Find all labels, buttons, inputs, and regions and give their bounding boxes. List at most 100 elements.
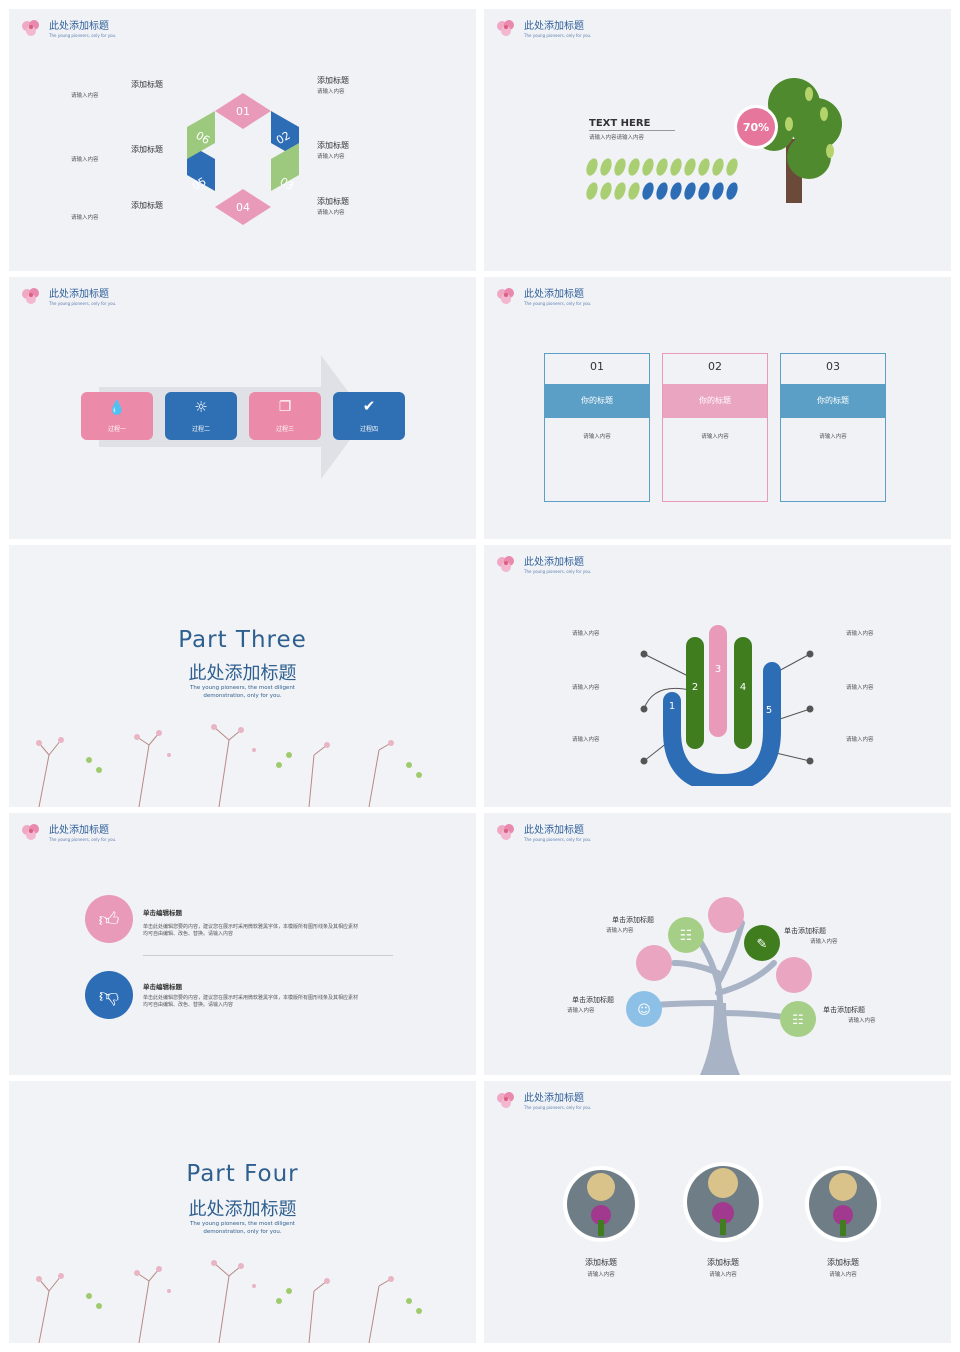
leaf-mark	[600, 182, 612, 200]
hand-left-label-3: 请输入内容	[572, 737, 600, 743]
thumbs-down-icon: 👎︎	[85, 971, 133, 1019]
leaf-mark	[684, 158, 696, 176]
card-desc-2: 请输入内容	[701, 434, 729, 440]
slide-title: 此处添加标题	[524, 289, 584, 300]
finger-number-1: 1	[669, 701, 675, 712]
photo-title-3: 添加标题	[827, 1258, 859, 1267]
flower-logo-icon	[22, 20, 39, 36]
slide-hand-diagram: 此处添加标题 The young pioneers, only for you.…	[484, 545, 951, 807]
left-desc-2: 请输入内容	[71, 157, 99, 163]
item-desc-2a: 单击此处编辑您要的内容，建议您在展示时采用微软雅黑字体，本模版所有图形线条及其相…	[143, 995, 359, 1001]
part-heading: Part Three	[178, 627, 307, 653]
step-box-4: ✔ 过程四	[333, 392, 405, 440]
slide-tree-leaves: 此处添加标题 The young pioneers, only for you.…	[484, 9, 951, 271]
leaf-mark	[628, 182, 640, 200]
slide-icon-tree: 此处添加标题 The young pioneers, only for you.…	[484, 813, 951, 1075]
right-title-3: 添加标题	[317, 197, 349, 206]
slide-title: 此处添加标题	[49, 825, 109, 836]
hex-number-06: 06	[193, 129, 212, 147]
step-box-3: ❐ 过程三	[249, 392, 321, 440]
tree-leaf-graphic: 70%	[586, 78, 842, 203]
part-desc-line2: demonstration, only for you.	[203, 1229, 282, 1235]
text-here-heading: TEXT HERE	[589, 118, 651, 129]
tree-label-desc-4: 请输入内容	[848, 1018, 876, 1024]
leaf-mark	[726, 182, 738, 200]
card-number-2: 02	[708, 360, 722, 373]
card-number-1: 01	[590, 360, 604, 373]
tree-label-title-4: 单击添加标题	[823, 1006, 865, 1014]
flower-logo-icon	[497, 556, 514, 572]
part-title: 此处添加标题	[188, 663, 297, 684]
step-label-2: 过程二	[191, 426, 210, 433]
icon-tree-graphic: ☷ ✎ ☺ ☷	[626, 897, 816, 1075]
tree-label-title-1: 单击添加标题	[612, 916, 654, 924]
part-desc-line1: The young pioneers, the most diligent	[190, 1221, 295, 1227]
slide-subtitle: The young pioneers, only for you.	[49, 837, 117, 842]
photo-circle-1	[563, 1166, 639, 1242]
leaf-mark	[656, 182, 668, 200]
flower-logo-icon	[497, 288, 514, 304]
slide-subtitle: The young pioneers, only for you.	[49, 301, 117, 306]
photo-desc-3: 请输入内容	[829, 1272, 857, 1278]
hand-left-label-2: 请输入内容	[572, 685, 600, 691]
user-board-icon: ☺	[637, 1003, 651, 1018]
hand-left-label-1: 请输入内容	[572, 631, 600, 637]
slide-process-arrow: 此处添加标题 The young pioneers, only for you.…	[9, 277, 476, 539]
step-label-4: 过程四	[359, 426, 378, 433]
right-title-1: 添加标题	[317, 76, 349, 85]
leaf-mark	[586, 182, 598, 200]
flower-branches-decoration	[36, 724, 422, 807]
id-card-icon: ☷	[792, 1013, 804, 1028]
hand-right-label-2: 请输入内容	[846, 685, 874, 691]
photo-desc-1: 请输入内容	[587, 1272, 615, 1278]
finger-number-2: 2	[692, 682, 698, 693]
slide-photo-circles: 此处添加标题 The young pioneers, only for you.…	[484, 1081, 951, 1343]
percent-badge: 70%	[743, 121, 769, 134]
card-title-1: 你的标题	[545, 384, 649, 418]
step-box-2: ☼ 过程二	[165, 392, 237, 440]
part-desc-line1: The young pioneers, the most diligent	[190, 685, 295, 691]
finger-number-5: 5	[766, 705, 772, 716]
thumbs-up-icon: 👍︎	[85, 895, 133, 943]
text-here-desc: 请输入内容请输入内容	[589, 135, 645, 141]
right-desc-2: 请输入内容	[317, 154, 345, 160]
leaf-mark	[698, 182, 710, 200]
hex-number-01: 01	[236, 105, 250, 118]
left-desc-1: 请输入内容	[71, 93, 99, 99]
leaf-mark	[712, 158, 724, 176]
slide-hexagon-cycle: 此处添加标题 The young pioneers, only for you.…	[9, 9, 476, 271]
sun-icon: ☼	[194, 398, 208, 416]
card-title-3: 你的标题	[781, 384, 885, 418]
leaf-mark	[586, 158, 598, 176]
slide-thumbs: 此处添加标题 The young pioneers, only for you.…	[9, 813, 476, 1075]
leaf-mark	[712, 182, 724, 200]
flower-logo-icon	[497, 20, 514, 36]
cards-icon: ❐	[278, 399, 292, 415]
step-label-3: 过程三	[275, 426, 294, 433]
card-2: 02 你的标题 请输入内容	[662, 353, 768, 502]
left-desc-3: 请输入内容	[71, 215, 99, 221]
card-number-3: 03	[826, 360, 840, 373]
hex-number-02: 02	[274, 129, 293, 147]
document-icon: ☷	[680, 928, 693, 944]
tree-label-desc-3: 请输入内容	[567, 1008, 595, 1014]
leaf-mark	[600, 158, 612, 176]
flower-branches-decoration	[36, 1260, 422, 1343]
divider-line	[143, 955, 393, 956]
slide-title: 此处添加标题	[524, 21, 584, 32]
certificate-icon: ✎	[757, 937, 768, 952]
slide-subtitle: The young pioneers, only for you.	[524, 33, 592, 38]
hand-fingers-diagram: 1 2 3 4 5	[640, 625, 814, 786]
card-1: 01 你的标题 请输入内容	[544, 353, 650, 502]
hand-right-label-3: 请输入内容	[846, 737, 874, 743]
part-title: 此处添加标题	[188, 1199, 297, 1220]
flower-logo-icon	[22, 824, 39, 840]
right-desc-3: 请输入内容	[317, 210, 345, 216]
flower-logo-icon	[22, 288, 39, 304]
slide-three-cards: 此处添加标题 The young pioneers, only for you.…	[484, 277, 951, 539]
leaf-mark	[614, 182, 626, 200]
tree-label-title-3: 单击添加标题	[572, 996, 614, 1004]
leaf-mark	[614, 158, 626, 176]
slide-subtitle: The young pioneers, only for you.	[524, 301, 592, 306]
hex-number-05: 05	[190, 175, 209, 193]
